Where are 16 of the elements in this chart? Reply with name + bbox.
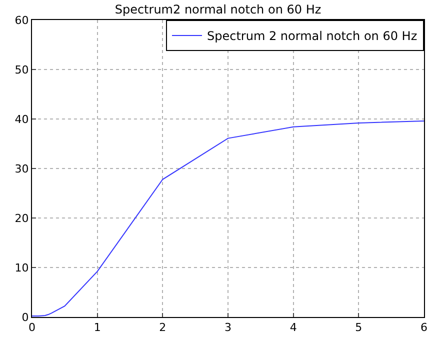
y-tick-label: 10 xyxy=(14,261,29,274)
x-tick-label: 2 xyxy=(159,321,166,334)
x-tick-label: 5 xyxy=(355,321,362,334)
chart-title: Spectrum2 normal notch on 60 Hz xyxy=(114,2,322,17)
x-tick-label: 4 xyxy=(290,321,297,334)
x-tick-label: 3 xyxy=(224,321,232,334)
y-tick-label: 40 xyxy=(14,112,29,126)
legend-label: Spectrum 2 normal notch on 60 Hz xyxy=(207,29,418,44)
line-series xyxy=(32,120,424,317)
y-tick-label: 20 xyxy=(14,212,29,225)
y-tick-label: 60 xyxy=(14,14,29,27)
x-tick-label: 6 xyxy=(420,321,428,334)
y-tick-label: 50 xyxy=(14,63,29,76)
y-tick-label: 30 xyxy=(14,162,29,176)
y-tick-label: 0 xyxy=(22,310,29,324)
x-tick-label: 1 xyxy=(94,321,101,334)
